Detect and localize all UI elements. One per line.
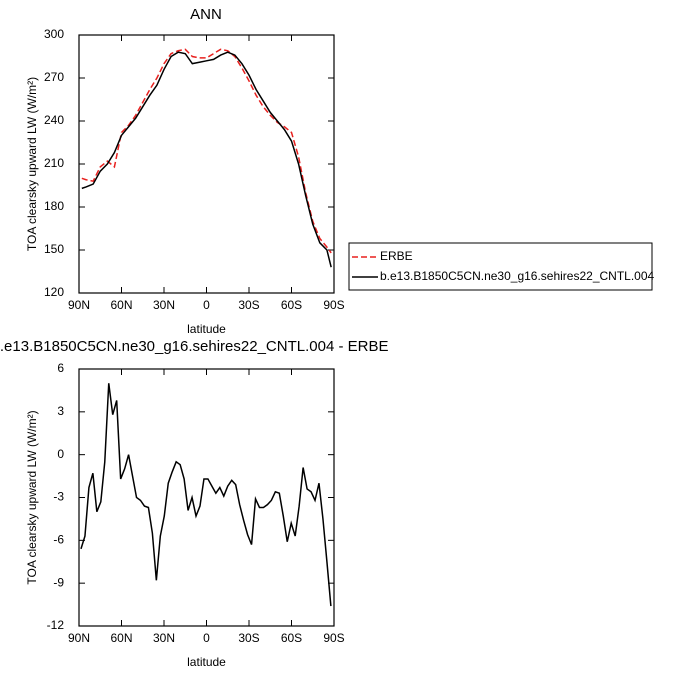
legend-box <box>348 242 653 291</box>
plot-frame <box>78 34 335 294</box>
x-tick-label: 90N <box>68 631 90 645</box>
x-tick-label: 60S <box>281 298 302 312</box>
y-tick-label: 0 <box>57 447 64 461</box>
y-tick-label: 300 <box>44 27 64 41</box>
data-line <box>81 51 332 268</box>
y-tick-label: 210 <box>44 156 64 170</box>
y-tick-label: -3 <box>53 490 64 504</box>
plot-frame <box>78 368 335 627</box>
y-tick-label: -9 <box>53 575 64 589</box>
data-line <box>80 383 332 607</box>
x-axis-label: latitude <box>187 322 226 336</box>
y-tick-label: 6 <box>57 361 64 375</box>
x-tick-label: 0 <box>203 631 210 645</box>
x-tick-label: 30S <box>238 298 259 312</box>
x-tick-label: 60N <box>110 298 132 312</box>
y-tick-label: 270 <box>44 70 64 84</box>
data-line <box>81 48 332 254</box>
x-tick-label: 60S <box>281 631 302 645</box>
y-tick-label: 3 <box>57 404 64 418</box>
chart-title: b.e13.B1850C5CN.ne30_g16.sehires22_CNTL.… <box>0 338 388 355</box>
x-tick-label: 30N <box>153 631 175 645</box>
x-tick-label: 30S <box>238 631 259 645</box>
y-tick-label: 180 <box>44 199 64 213</box>
x-tick-label: 0 <box>203 298 210 312</box>
y-tick-label: -6 <box>53 533 64 547</box>
y-axis-label: TOA clearsky upward LW (W/m²) <box>25 410 39 584</box>
x-tick-label: 30N <box>153 298 175 312</box>
x-tick-label: 60N <box>110 631 132 645</box>
y-axis-label: TOA clearsky upward LW (W/m²) <box>25 77 39 251</box>
y-tick-label: 150 <box>44 242 64 256</box>
legend-label: b.e13.B1850C5CN.ne30_g16.sehires22_CNTL.… <box>380 269 655 283</box>
x-tick-label: 90N <box>68 298 90 312</box>
chart-title: ANN <box>190 6 222 23</box>
x-axis-label: latitude <box>187 655 226 669</box>
x-tick-label: 90S <box>323 631 344 645</box>
y-tick-label: 240 <box>44 113 64 127</box>
y-tick-label: -12 <box>47 618 65 632</box>
x-tick-label: 90S <box>323 298 344 312</box>
y-tick-label: 120 <box>44 285 64 299</box>
legend-label: ERBE <box>380 249 413 263</box>
